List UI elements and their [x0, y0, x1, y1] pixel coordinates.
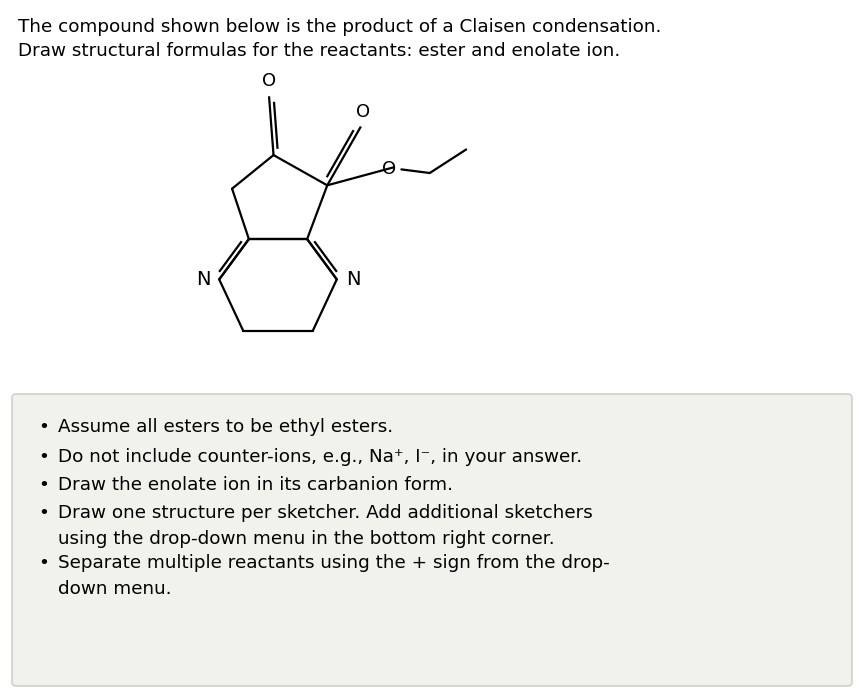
Text: Do not include counter-ions, e.g., Na⁺, I⁻, in your answer.: Do not include counter-ions, e.g., Na⁺, …	[58, 448, 582, 466]
Text: Draw structural formulas for the reactants: ester and enolate ion.: Draw structural formulas for the reactan…	[18, 42, 620, 60]
Text: •: •	[39, 418, 49, 436]
Text: Separate multiple reactants using the + sign from the drop-
down menu.: Separate multiple reactants using the + …	[58, 554, 610, 598]
Text: N: N	[346, 270, 360, 289]
Text: O: O	[262, 72, 276, 90]
Text: O: O	[382, 160, 397, 179]
FancyBboxPatch shape	[12, 394, 852, 686]
Text: •: •	[39, 554, 49, 572]
Text: O: O	[356, 103, 370, 121]
Text: Draw one structure per sketcher. Add additional sketchers
using the drop-down me: Draw one structure per sketcher. Add add…	[58, 504, 593, 548]
Text: •: •	[39, 504, 49, 522]
Text: The compound shown below is the product of a Claisen condensation.: The compound shown below is the product …	[18, 18, 661, 36]
Text: •: •	[39, 476, 49, 494]
Text: •: •	[39, 448, 49, 466]
Text: Draw the enolate ion in its carbanion form.: Draw the enolate ion in its carbanion fo…	[58, 476, 453, 494]
Text: Assume all esters to be ethyl esters.: Assume all esters to be ethyl esters.	[58, 418, 393, 436]
Text: N: N	[196, 270, 210, 289]
